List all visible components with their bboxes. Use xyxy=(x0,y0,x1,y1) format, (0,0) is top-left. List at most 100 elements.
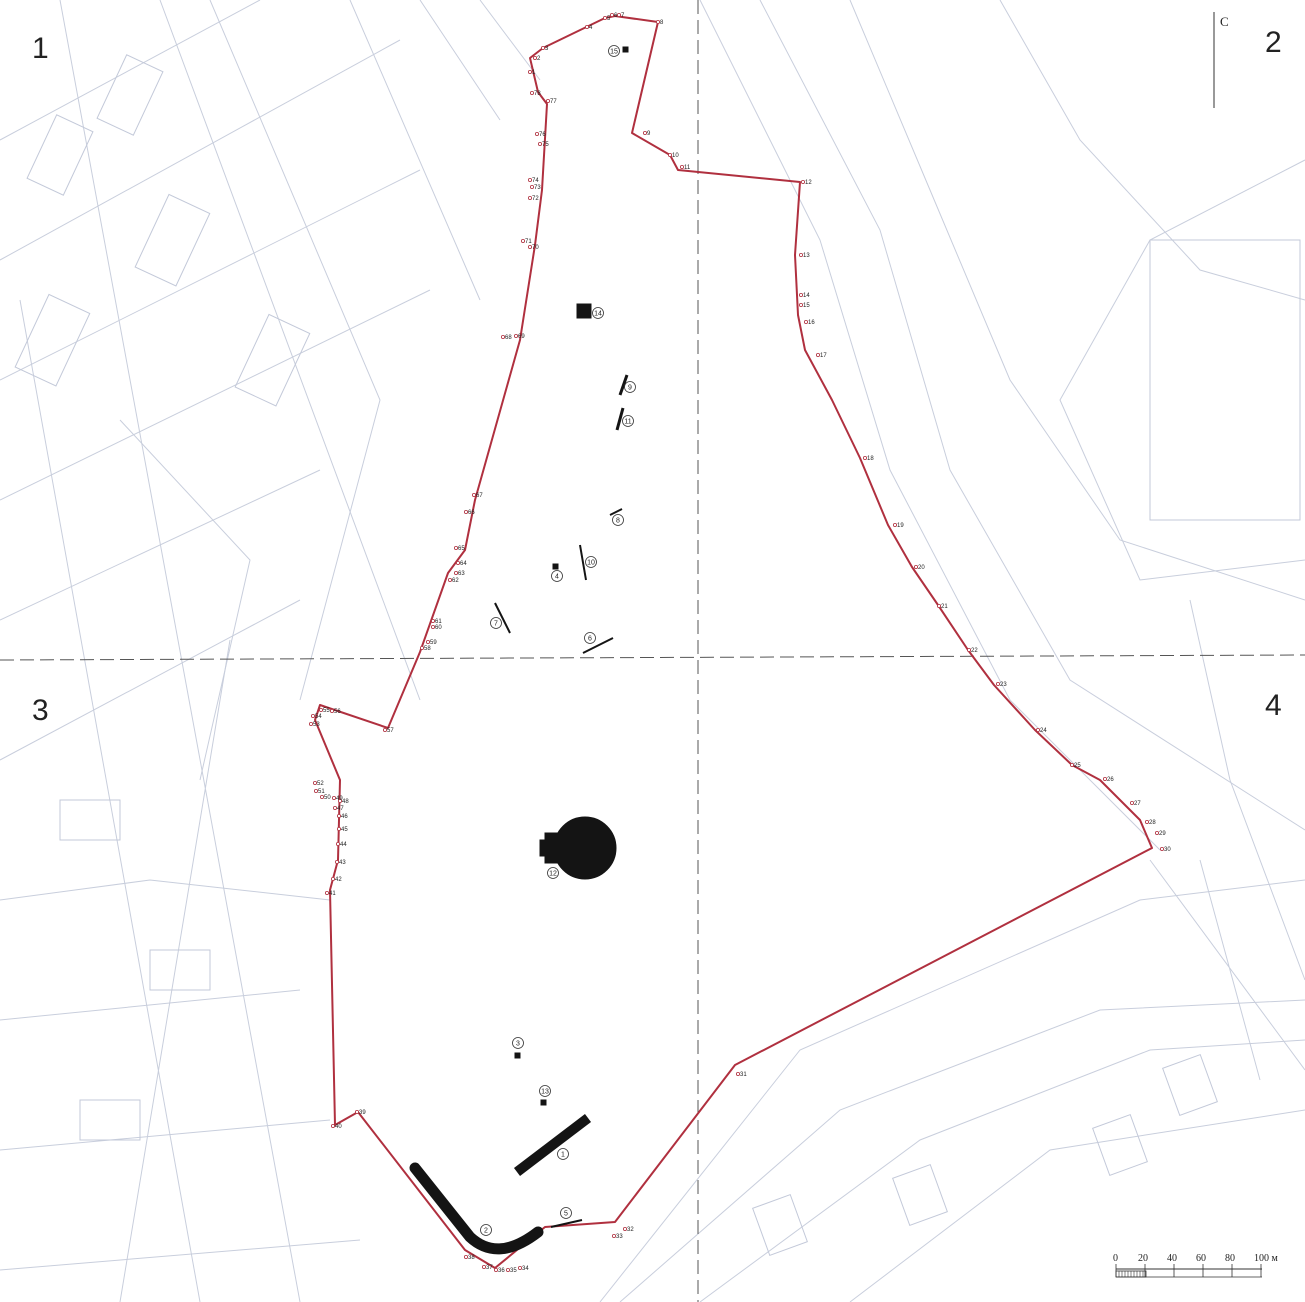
boundary-vertex-label-70: 70 xyxy=(532,245,539,251)
boundary-vertex-label-57: 57 xyxy=(387,728,394,734)
boundary-vertex-label-75: 75 xyxy=(542,142,549,148)
object-label-9: 9 xyxy=(624,381,636,393)
object-label-1: 1 xyxy=(557,1148,569,1160)
boundary-vertex-55 xyxy=(318,708,323,713)
boundary-vertex-23 xyxy=(996,682,1001,687)
boundary-vertex-1 xyxy=(528,70,533,75)
boundary-vertex-label-18: 18 xyxy=(867,456,874,462)
boundary-vertex-13 xyxy=(799,252,804,257)
boundary-vertex-11 xyxy=(680,164,685,169)
boundary-vertex-54 xyxy=(310,714,315,719)
boundary-vertex-label-44: 44 xyxy=(340,842,347,848)
boundary-vertex-label-39: 39 xyxy=(359,1110,366,1116)
boundary-vertex-39 xyxy=(354,1110,359,1115)
object-label-3: 3 xyxy=(512,1037,524,1049)
boundary-vertex-label-61: 61 xyxy=(435,619,442,625)
boundary-vertex-66 xyxy=(463,509,468,514)
object-14-structure xyxy=(576,303,592,319)
boundary-vertex-78 xyxy=(530,91,535,96)
object-3-marker xyxy=(514,1052,521,1059)
boundary-vertex-67 xyxy=(471,492,476,497)
boundary-vertex-41 xyxy=(324,891,329,896)
boundary-vertex-label-38: 38 xyxy=(468,1255,475,1261)
boundary-vertex-label-71: 71 xyxy=(525,239,532,245)
scale-bar-fine-hatch xyxy=(1118,1271,1144,1277)
boundary-vertex-45 xyxy=(336,827,341,832)
boundary-vertex-27 xyxy=(1130,801,1135,806)
boundary-vertex-25 xyxy=(1070,763,1075,768)
object-5-line xyxy=(550,1219,583,1228)
boundary-vertex-47 xyxy=(332,806,337,811)
boundary-vertex-label-29: 29 xyxy=(1159,831,1166,837)
boundary-vertex-77 xyxy=(546,99,551,104)
boundary-vertex-label-23: 23 xyxy=(1000,682,1007,688)
object-7-line xyxy=(494,602,511,634)
boundary-vertex-label-27: 27 xyxy=(1134,801,1141,807)
boundary-vertex-label-14: 14 xyxy=(803,293,810,299)
boundary-vertex-58 xyxy=(419,646,424,651)
boundary-vertex-43 xyxy=(334,860,339,865)
boundary-vertex-28 xyxy=(1145,820,1150,825)
boundary-vertex-label-33: 33 xyxy=(616,1234,623,1240)
boundary-vertex-label-13: 13 xyxy=(803,253,810,259)
object-8-line xyxy=(609,508,623,516)
boundary-vertex-32 xyxy=(623,1227,628,1232)
boundary-vertex-60 xyxy=(430,625,435,630)
boundary-vertex-label-31: 31 xyxy=(740,1072,747,1078)
object-4-marker xyxy=(552,563,559,570)
svg-text:8: 8 xyxy=(616,518,620,525)
boundary-vertex-label-77: 77 xyxy=(550,99,557,105)
boundary-vertex-3 xyxy=(541,46,546,51)
boundary-vertex-7 xyxy=(617,12,622,17)
boundary-vertices xyxy=(308,12,1165,1273)
boundary-vertex-label-74: 74 xyxy=(532,178,539,184)
boundary-vertex-label-7: 7 xyxy=(621,13,625,19)
scale-tick-80: 80 xyxy=(1225,1253,1235,1264)
object-label-7: 7 xyxy=(490,617,502,629)
scale-bar-ticks xyxy=(1115,1264,1262,1277)
boundary-vertex-label-50: 50 xyxy=(324,795,331,801)
svg-text:2: 2 xyxy=(484,1228,488,1235)
boundary-vertex-label-1: 1 xyxy=(532,70,536,76)
object-label-10: 10 xyxy=(585,556,597,568)
boundary-vertex-74 xyxy=(528,177,533,182)
scale-tick-0: 0 xyxy=(1113,1253,1118,1264)
object-2-wall xyxy=(409,1162,544,1255)
monument-annex-step xyxy=(539,839,549,857)
svg-text:7: 7 xyxy=(494,621,498,628)
boundary-vertex-label-11: 11 xyxy=(684,165,691,171)
svg-text:13: 13 xyxy=(541,1089,549,1096)
background-blocks xyxy=(14,54,1301,1256)
boundary-vertex-42 xyxy=(330,877,335,882)
boundary-vertex-label-30: 30 xyxy=(1164,847,1171,853)
boundary-vertex-label-5: 5 xyxy=(607,16,611,22)
boundary-vertex-label-17: 17 xyxy=(820,353,827,359)
boundary-vertex-36 xyxy=(493,1268,498,1273)
boundary-vertex-50 xyxy=(319,795,324,800)
svg-text:15: 15 xyxy=(610,49,618,56)
horizontal-divider xyxy=(0,654,1305,661)
scale-tick-100: 100 м xyxy=(1254,1253,1279,1264)
boundary-vertex-12 xyxy=(801,179,806,184)
boundary-vertex-9 xyxy=(643,130,648,135)
sheet-number-3: 3 xyxy=(32,694,49,727)
boundary-vertex-57 xyxy=(382,728,387,733)
object-9-line xyxy=(618,374,629,396)
boundary-vertex-label-26: 26 xyxy=(1107,777,1114,783)
object-label-13: 13 xyxy=(539,1085,551,1097)
boundary-vertex-2 xyxy=(533,56,538,61)
svg-text:3: 3 xyxy=(516,1041,520,1048)
boundary-vertex-label-16: 16 xyxy=(808,320,815,326)
boundary-vertex-label-15: 15 xyxy=(803,303,810,309)
boundary-vertex-68 xyxy=(500,334,505,339)
boundary-vertex-34 xyxy=(518,1266,523,1271)
boundary-vertex-label-60: 60 xyxy=(435,625,442,631)
scale-tick-20: 20 xyxy=(1138,1253,1148,1264)
boundary-vertex-label-32: 32 xyxy=(627,1227,634,1233)
boundary-vertex-16 xyxy=(804,319,809,324)
svg-text:9: 9 xyxy=(628,385,632,392)
scale-tick-40: 40 xyxy=(1167,1253,1177,1264)
boundary-vertex-49 xyxy=(331,796,336,801)
svg-text:5: 5 xyxy=(564,1211,568,1218)
